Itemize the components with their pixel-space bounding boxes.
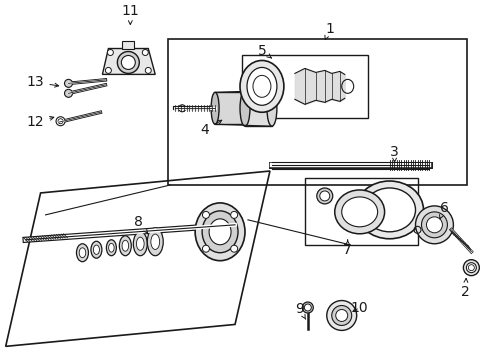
Text: 11: 11 [121,4,139,24]
Ellipse shape [142,50,148,55]
Ellipse shape [426,217,442,233]
Ellipse shape [331,306,351,325]
Text: 5: 5 [257,44,271,58]
Text: 3: 3 [389,145,398,162]
Ellipse shape [266,90,276,126]
Ellipse shape [79,248,85,258]
Ellipse shape [415,206,452,244]
Ellipse shape [145,67,151,73]
Ellipse shape [240,90,249,126]
Ellipse shape [133,232,147,256]
Ellipse shape [319,191,329,201]
Ellipse shape [202,211,238,253]
Ellipse shape [209,219,230,245]
Ellipse shape [202,211,209,219]
Ellipse shape [136,237,144,250]
Ellipse shape [466,263,475,273]
Ellipse shape [304,304,311,311]
Ellipse shape [151,234,159,249]
Ellipse shape [246,67,276,105]
Polygon shape [102,49,155,75]
Text: 2: 2 [460,278,469,298]
Polygon shape [244,90,271,126]
Ellipse shape [334,190,384,234]
Ellipse shape [106,240,116,256]
Ellipse shape [202,245,209,252]
Ellipse shape [463,260,478,276]
Ellipse shape [121,55,135,69]
Ellipse shape [355,181,423,239]
Ellipse shape [119,236,131,256]
Ellipse shape [147,228,163,256]
Ellipse shape [93,245,99,255]
Polygon shape [122,41,134,49]
Ellipse shape [230,211,237,219]
Ellipse shape [107,50,113,55]
Ellipse shape [230,245,237,252]
Text: 8: 8 [134,215,147,233]
Text: 10: 10 [350,301,368,315]
Ellipse shape [108,243,114,252]
Ellipse shape [241,92,248,124]
Ellipse shape [64,89,72,97]
Text: 6: 6 [439,201,448,219]
Ellipse shape [76,244,88,262]
Ellipse shape [341,197,377,227]
Ellipse shape [240,60,284,112]
Ellipse shape [195,203,244,261]
Ellipse shape [335,310,347,321]
Text: 7: 7 [343,240,351,257]
Text: 1: 1 [324,22,333,40]
Ellipse shape [211,92,219,124]
Ellipse shape [117,51,139,73]
Ellipse shape [64,80,72,87]
Ellipse shape [421,212,447,238]
Text: 13: 13 [27,75,59,89]
Ellipse shape [326,301,356,330]
Text: 4: 4 [201,120,221,137]
Ellipse shape [91,241,102,258]
Ellipse shape [56,117,65,126]
Ellipse shape [122,240,128,251]
Ellipse shape [316,188,332,204]
Ellipse shape [105,67,111,73]
Ellipse shape [302,302,313,313]
Ellipse shape [363,188,415,232]
Polygon shape [215,92,244,124]
Text: 9: 9 [295,302,305,319]
Text: 12: 12 [27,115,54,129]
